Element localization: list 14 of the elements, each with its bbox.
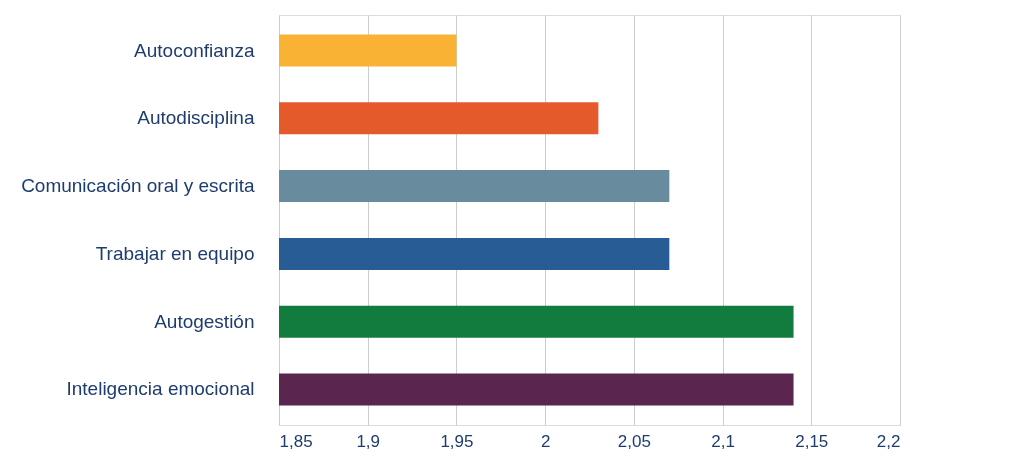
y-tick-label: Comunicación oral y escrita: [21, 175, 255, 197]
x-tick-label: 1,9: [356, 431, 381, 451]
y-tick-label: Trabajar en equipo: [95, 242, 255, 264]
y-tick-label: Autodisciplina: [137, 107, 255, 129]
x-tick-label: 1,85: [279, 431, 313, 451]
x-tick-label: 2,05: [617, 431, 651, 451]
x-tick-label: 2,1: [711, 431, 735, 451]
y-tick-label: Autoconfianza: [134, 39, 255, 61]
y-tick-label: Inteligencia emocional: [66, 378, 255, 400]
x-tick-label: 1,95: [440, 431, 474, 451]
y-tick-label: Autogestión: [154, 310, 255, 332]
x-tick-label: 2: [540, 431, 551, 451]
x-tick-label: 2,2: [876, 431, 901, 451]
x-tick-label: 2,15: [795, 431, 829, 451]
